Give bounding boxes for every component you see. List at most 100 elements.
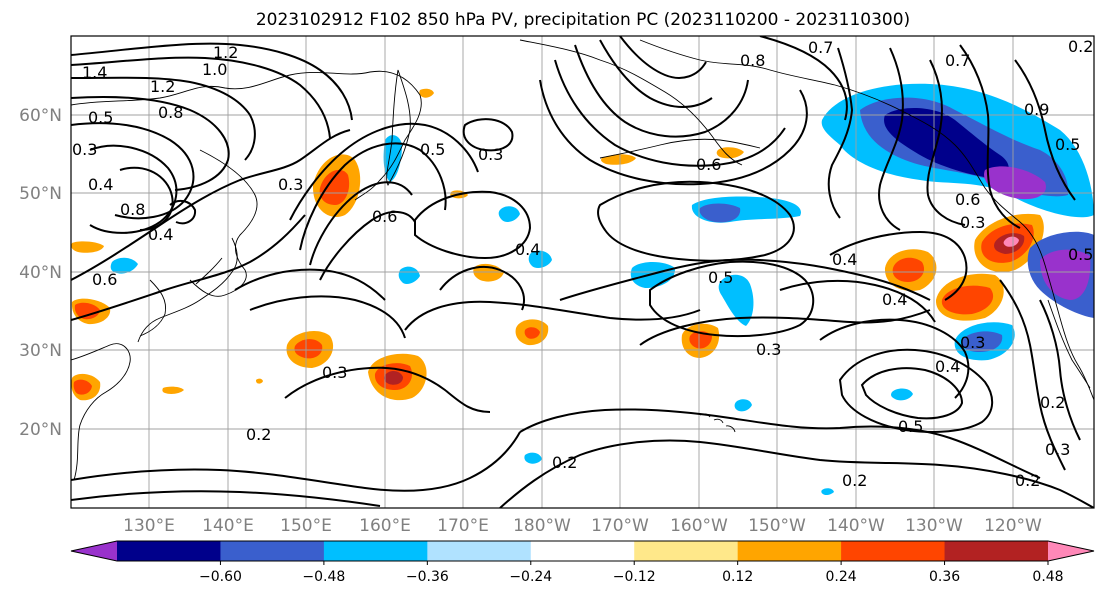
coastline-korea: [139, 279, 167, 337]
pv-contour: [299, 142, 447, 251]
contour-label: 0.4: [882, 290, 907, 309]
lon-label: 170°W: [591, 516, 649, 536]
lon-label: 140°E: [202, 516, 254, 536]
pv-contour: [249, 295, 406, 339]
colorbar-extend-min: [71, 541, 117, 561]
contour-label: 0.8: [120, 200, 145, 219]
precip-blob: [718, 274, 754, 326]
lon-label: 160°W: [670, 516, 728, 536]
contour-label: 1.0: [202, 60, 227, 79]
pv-contour: [414, 190, 532, 260]
contour-label: 0.2: [1015, 471, 1040, 490]
pv-contour: [71, 431, 521, 492]
contour-label: 0.2: [246, 425, 271, 444]
colorbar-tick-label: 0.48: [1032, 569, 1063, 585]
colorbar-tick-label: −0.60: [199, 569, 242, 585]
colorbar-segment: [634, 541, 739, 561]
pv-contour: [827, 47, 854, 219]
pv-contour: [959, 44, 1021, 229]
contour-label: 0.3: [960, 333, 985, 352]
precip-blob: [294, 339, 323, 359]
pv-contour: [819, 318, 970, 399]
contour-label: 0.6: [696, 155, 721, 174]
contour-label: 0.8: [158, 103, 183, 122]
precip-blob: [498, 206, 520, 222]
pv-contour: [574, 44, 749, 138]
pv-contour: [559, 258, 931, 301]
contour-label: 0.6: [92, 270, 117, 289]
colorbar-tick-label: −0.48: [302, 569, 345, 585]
coastline-japan: [137, 237, 238, 343]
precip-blob: [821, 488, 834, 496]
colorbar-extend-max: [1048, 541, 1094, 561]
pv-contour: [71, 95, 230, 191]
precip-blob: [162, 386, 184, 394]
contour-label: 0.5: [1055, 135, 1080, 154]
contour-label: 0.5: [898, 417, 923, 436]
colorbar-segment: [841, 541, 946, 561]
lat-label: 50°N: [19, 184, 62, 204]
colorbar-segments: [70, 540, 1095, 562]
pv-contour: [71, 490, 381, 507]
precip-blob: [892, 257, 925, 282]
contour-label: 0.4: [88, 175, 113, 194]
colorbar-outline: [70, 540, 1095, 562]
contour-label: 0.8: [740, 51, 765, 70]
coastline-asia-east: [189, 149, 258, 297]
colorbar-tick-label: 0.24: [826, 569, 857, 585]
precip-blob: [884, 108, 1009, 179]
contour-label: 0.5: [1068, 245, 1093, 264]
precip-blob: [398, 266, 420, 284]
colorbar: −0.60 −0.48 −0.36 −0.24 −0.12 0.12 0.24 0.36 0.4…: [70, 540, 1095, 585]
lat-label: 30°N: [19, 341, 62, 361]
contour-label: 0.7: [808, 38, 833, 57]
contour-label: 0.3: [478, 145, 503, 164]
coastline-kamchatka: [386, 69, 411, 186]
precip-blob: [319, 169, 350, 205]
precip-blob: [716, 147, 744, 159]
contour-label: 0.9: [1024, 100, 1049, 119]
precip-blob: [384, 371, 403, 385]
pv-contour: [319, 211, 416, 281]
precip-blob: [74, 302, 100, 320]
contour-label: 0.3: [278, 175, 303, 194]
map-frame: [70, 35, 1095, 509]
pv-contour: [619, 36, 707, 79]
lat-label: 20°N: [19, 420, 62, 440]
pv-contour: [838, 348, 994, 433]
colorbar-segment: [323, 541, 428, 561]
pv-contour: [71, 42, 353, 121]
precip-blob: [528, 250, 552, 268]
contour-label: 1.4: [82, 63, 107, 82]
lon-label: 170°E: [437, 516, 489, 536]
contour-label: 0.5: [88, 108, 113, 127]
pv-contour: [539, 79, 808, 186]
contour-label: 0.3: [960, 213, 985, 232]
contour-label: 0.4: [935, 357, 960, 376]
pv-contour: [71, 56, 331, 139]
pv-contour: [999, 279, 1066, 471]
pv-contour: [519, 408, 1041, 479]
contour-label: 0.4: [515, 240, 540, 259]
precip-blob: [699, 203, 741, 223]
colorbar-tick-label: 0.12: [722, 569, 753, 585]
precip-blob: [110, 257, 138, 274]
pv-contour: [596, 180, 795, 262]
lon-label: 120°W: [984, 516, 1042, 536]
pv-contour: [71, 214, 306, 321]
contour-label: 1.2: [213, 43, 238, 62]
pv-contour: [89, 144, 178, 234]
precip-blob: [734, 399, 752, 412]
coastline-asia-north: [71, 70, 422, 201]
pv-contour: [649, 260, 815, 338]
contour-label: 0.2: [552, 453, 577, 472]
precip-blob: [1040, 249, 1091, 300]
colorbar-tick-label: −0.24: [509, 569, 552, 585]
precip-negative-shading: [110, 83, 1094, 496]
pv-contour: [71, 122, 195, 220]
latitude-labels: 60°N 50°N 40°N 30°N 20°N: [19, 106, 62, 440]
lat-label: 40°N: [19, 263, 62, 283]
precip-blob: [419, 88, 434, 98]
contour-labels: 1.2 1.0 1.4 1.2 0.8 0.5 0.3 0.4 0.8 0.4 …: [72, 37, 1093, 490]
pv-contour: [554, 59, 786, 167]
